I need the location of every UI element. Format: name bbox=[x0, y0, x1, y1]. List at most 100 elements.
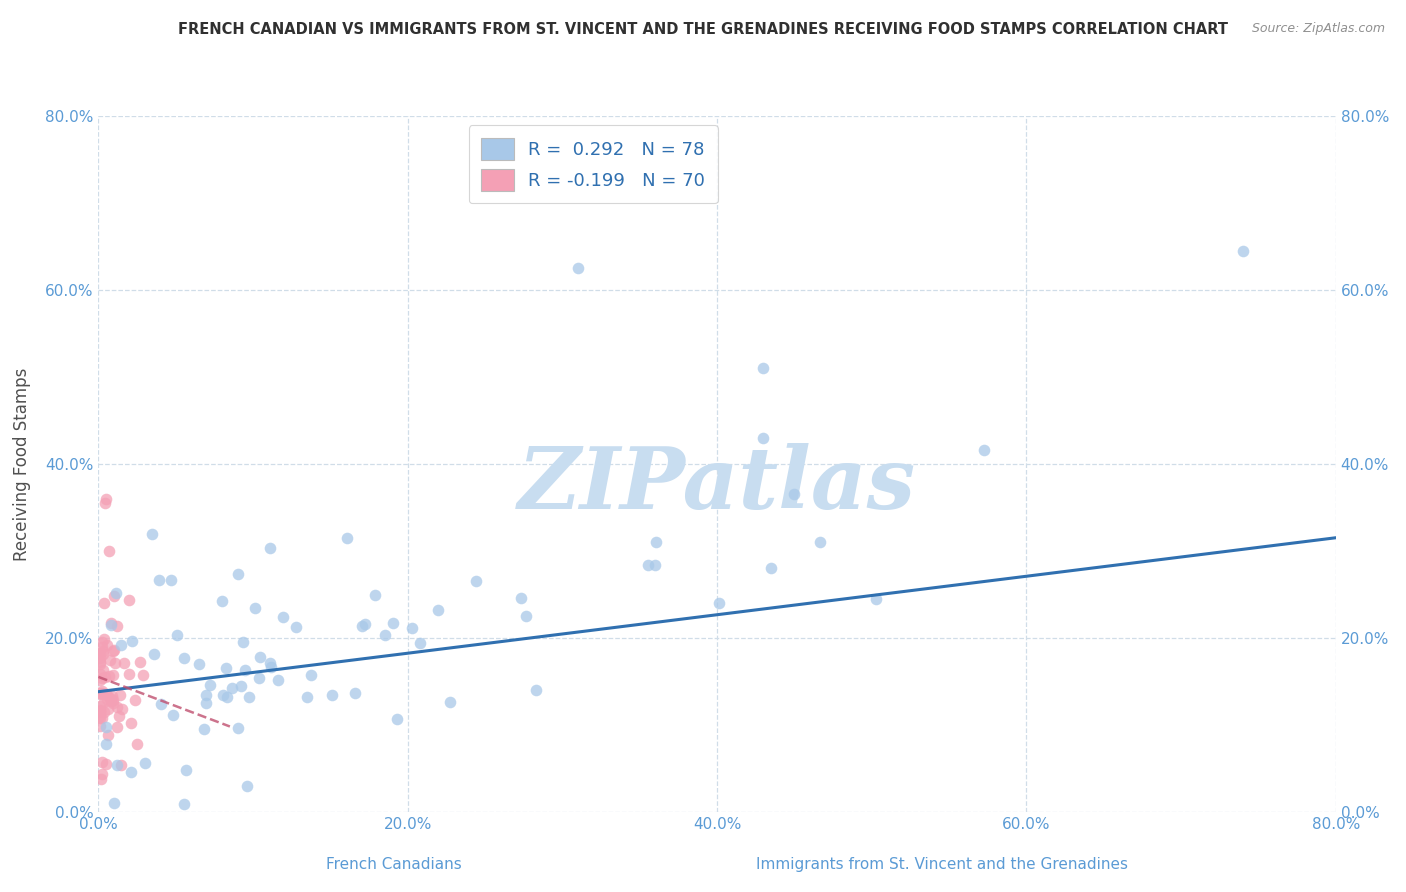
Point bbox=[385, 712, 408, 726]
Point bbox=[249, 649, 271, 664]
Point bbox=[761, 561, 783, 575]
Legend: R =  0.292   N = 78, R = -0.199   N = 70: R = 0.292 N = 78, R = -0.199 N = 70 bbox=[468, 125, 718, 203]
Point bbox=[193, 723, 215, 737]
Point bbox=[195, 688, 218, 702]
Point bbox=[96, 491, 118, 506]
Point bbox=[409, 636, 432, 650]
Point bbox=[93, 496, 115, 510]
Point bbox=[271, 609, 294, 624]
Point bbox=[96, 692, 118, 706]
Point bbox=[125, 737, 148, 751]
Point bbox=[118, 667, 141, 681]
Point bbox=[174, 763, 197, 777]
Point bbox=[439, 695, 461, 709]
Point bbox=[194, 696, 217, 710]
Point bbox=[211, 689, 233, 703]
Point bbox=[98, 653, 121, 667]
Text: ZIPatlas: ZIPatlas bbox=[517, 443, 917, 526]
Point bbox=[162, 708, 184, 723]
Point bbox=[515, 608, 537, 623]
Point bbox=[173, 650, 195, 665]
Point bbox=[354, 616, 377, 631]
Point bbox=[166, 627, 188, 641]
Point bbox=[103, 797, 125, 811]
Point bbox=[235, 779, 257, 793]
Point bbox=[352, 619, 374, 633]
Point bbox=[343, 686, 366, 700]
Point bbox=[89, 704, 111, 718]
Point bbox=[232, 635, 254, 649]
Point bbox=[465, 574, 488, 589]
Point bbox=[217, 690, 239, 705]
Point bbox=[238, 690, 260, 704]
Point bbox=[118, 592, 141, 607]
Point bbox=[112, 656, 135, 670]
Point bbox=[105, 619, 128, 633]
Point bbox=[90, 640, 112, 654]
Point bbox=[97, 668, 120, 682]
Point bbox=[98, 691, 121, 706]
Text: Immigrants from St. Vincent and the Grenadines: Immigrants from St. Vincent and the Gren… bbox=[756, 857, 1128, 872]
Point bbox=[101, 667, 124, 681]
Text: French Canadians: French Canadians bbox=[326, 857, 461, 872]
Point bbox=[108, 709, 131, 723]
Point bbox=[267, 673, 290, 687]
Point bbox=[188, 657, 211, 671]
Point bbox=[110, 758, 132, 772]
Point bbox=[91, 663, 114, 677]
Point bbox=[229, 679, 252, 693]
Point bbox=[97, 702, 120, 716]
Point bbox=[100, 694, 122, 708]
Point bbox=[90, 684, 112, 698]
Point bbox=[94, 670, 117, 684]
Point bbox=[259, 656, 281, 670]
Point bbox=[89, 699, 111, 714]
Point bbox=[243, 601, 266, 615]
Point bbox=[89, 707, 111, 722]
Point bbox=[124, 693, 146, 707]
Point bbox=[374, 628, 396, 642]
Point bbox=[104, 657, 127, 671]
Point bbox=[94, 687, 117, 701]
Point bbox=[226, 721, 249, 735]
Point bbox=[221, 681, 243, 695]
Point bbox=[90, 671, 112, 685]
Point bbox=[91, 644, 114, 658]
Point bbox=[321, 688, 343, 702]
Point bbox=[752, 431, 775, 445]
Point bbox=[143, 647, 166, 661]
Point bbox=[149, 697, 172, 711]
Point bbox=[97, 728, 120, 742]
Point bbox=[752, 361, 775, 376]
Point bbox=[89, 673, 111, 687]
Point bbox=[91, 755, 114, 769]
Text: FRENCH CANADIAN VS IMMIGRANTS FROM ST. VINCENT AND THE GRENADINES RECEIVING FOOD: FRENCH CANADIAN VS IMMIGRANTS FROM ST. V… bbox=[179, 22, 1227, 37]
Point bbox=[215, 661, 238, 675]
Point bbox=[709, 596, 731, 610]
Point bbox=[96, 737, 118, 751]
Point bbox=[105, 757, 128, 772]
Point bbox=[637, 558, 659, 572]
Point bbox=[141, 527, 163, 541]
Point bbox=[783, 486, 806, 500]
Point bbox=[524, 682, 547, 697]
Point bbox=[865, 592, 887, 607]
Point bbox=[98, 543, 121, 558]
Point bbox=[973, 443, 995, 458]
Point bbox=[90, 772, 112, 786]
Point bbox=[509, 591, 531, 605]
Point bbox=[89, 646, 111, 660]
Point bbox=[259, 541, 281, 556]
Point bbox=[89, 704, 111, 718]
Point bbox=[101, 693, 124, 707]
Point bbox=[120, 716, 142, 731]
Point bbox=[211, 594, 233, 608]
Point bbox=[89, 711, 111, 725]
Point bbox=[299, 668, 322, 682]
Point bbox=[100, 616, 122, 631]
Point bbox=[96, 720, 118, 734]
Point bbox=[134, 756, 156, 770]
Point bbox=[364, 588, 387, 602]
Point bbox=[94, 757, 117, 772]
Point bbox=[336, 531, 359, 545]
